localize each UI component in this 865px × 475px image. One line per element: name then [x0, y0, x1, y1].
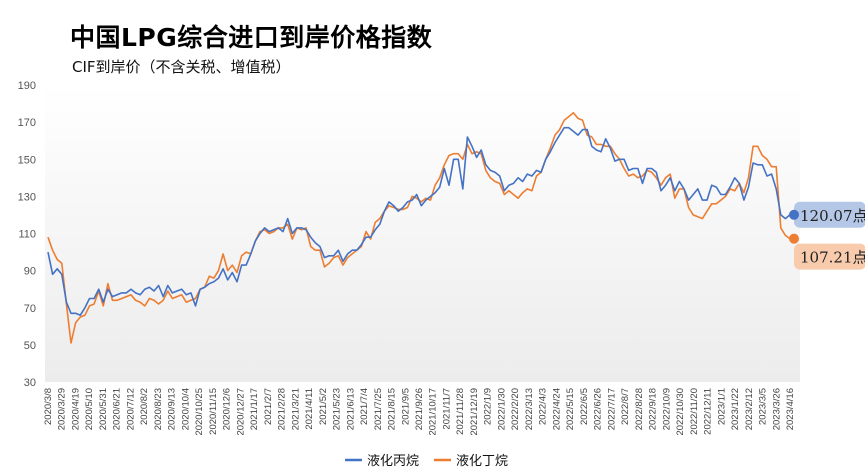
x-tick-label: 2022/8/7	[620, 388, 631, 425]
x-tick-label: 2020/10/25	[194, 388, 205, 436]
chart-subtitle: CIF到岸价（不含关税、增值税）	[72, 58, 291, 76]
y-tick-label: 190	[18, 80, 36, 92]
chart-title: 中国LPG综合进口到岸价格指数	[70, 23, 433, 52]
x-tick-label: 2022/8/28	[634, 388, 645, 430]
x-tick-label: 2022/4/24	[551, 388, 562, 430]
x-tick-label: 2020/11/15	[208, 388, 219, 435]
x-tick-label: 2022/12/11	[703, 388, 714, 435]
x-tick-label: 2022/1/30	[496, 388, 507, 430]
x-tick-label: 2020/8/23	[153, 388, 164, 430]
y-tick-label: 130	[18, 191, 36, 203]
x-tick-label: 2021/7/4	[359, 388, 370, 425]
end-point-0	[789, 209, 799, 220]
x-tick-label: 2022/2/20	[510, 388, 521, 430]
end-label-0: 120.07点	[800, 207, 865, 225]
end-label-box-1	[794, 243, 865, 270]
x-tick-label: 2021/1/17	[249, 388, 260, 430]
x-tick-label: 2020/12/6	[222, 388, 233, 430]
legend: 液化丙烷 液化丁烷	[345, 454, 508, 469]
x-tick-label: 2021/2/28	[277, 388, 288, 430]
x-tick-label: 2020/5/10	[84, 388, 95, 430]
x-tick-label: 2022/7/17	[606, 388, 617, 430]
x-tick-label: 2023/1/22	[730, 388, 741, 430]
x-tick-label: 2022/5/15	[565, 388, 576, 430]
x-tick-label: 2021/12/19	[469, 388, 480, 436]
x-tick-label: 2022/10/30	[675, 388, 686, 436]
x-tick-label: 2021/8/15	[387, 388, 398, 430]
x-tick-label: 2022/3/13	[524, 388, 535, 430]
plot-area	[45, 85, 800, 382]
x-tick-label: 2020/12/27	[235, 388, 246, 436]
x-tick-label: 2020/8/2	[139, 388, 150, 425]
x-axis: 2020/3/8 2020/3/29 2020/4/19 2020/5/10 2020/…	[43, 388, 796, 436]
x-tick-label: 2023/4/16	[785, 388, 796, 430]
x-tick-label: 2022/10/9	[661, 388, 672, 430]
x-tick-label: 2020/3/8	[43, 388, 54, 425]
legend-label-butane: 液化丁烷	[456, 454, 508, 469]
x-tick-label: 2020/3/29	[57, 388, 68, 430]
y-tick-label: 170	[18, 117, 36, 129]
x-tick-label: 2021/11/28	[455, 388, 466, 435]
x-tick-label: 2021/5/23	[332, 388, 343, 430]
x-tick-label: 2022/11/20	[689, 388, 700, 435]
x-tick-label: 2022/1/9	[483, 388, 494, 425]
x-tick-label: 2022/4/3	[538, 388, 549, 425]
x-tick-label: 2021/7/25	[373, 388, 384, 430]
y-axis: 30 50 70 90 110 130 150 170 190	[18, 80, 36, 389]
y-tick-label: 70	[24, 303, 36, 315]
x-tick-label: 2020/4/19	[70, 388, 81, 430]
x-tick-label: 2021/9/5	[400, 388, 411, 425]
x-tick-label: 2020/5/31	[98, 388, 109, 430]
x-tick-label: 2022/9/18	[648, 388, 659, 430]
x-tick-label: 2023/3/5	[758, 388, 769, 425]
end-label-box-0	[794, 201, 865, 228]
x-tick-label: 2021/5/2	[318, 388, 329, 425]
y-tick-label: 50	[24, 340, 36, 352]
x-tick-label: 2023/1/1	[716, 388, 727, 425]
y-tick-label: 110	[18, 229, 36, 241]
legend-label-propane: 液化丙烷	[367, 454, 419, 469]
x-tick-label: 2020/7/12	[125, 388, 136, 430]
y-tick-label: 30	[24, 377, 36, 389]
x-tick-label: 2021/4/11	[304, 388, 315, 430]
series-line-0	[47, 126, 791, 317]
y-tick-label: 90	[24, 266, 36, 278]
end-point-1	[789, 233, 799, 244]
y-tick-label: 150	[18, 154, 36, 166]
x-tick-label: 2023/3/26	[771, 388, 782, 430]
x-tick-label: 2021/9/26	[414, 388, 425, 430]
x-tick-label: 2021/10/17	[428, 388, 439, 436]
x-tick-label: 2021/3/21	[290, 388, 301, 430]
x-tick-label: 2022/6/26	[593, 388, 604, 430]
end-label-1: 107.21点	[800, 249, 865, 267]
x-tick-label: 2022/6/5	[579, 388, 590, 425]
x-tick-label: 2021/11/7	[441, 388, 452, 430]
x-tick-label: 2021/2/7	[263, 388, 274, 425]
series-layer	[47, 112, 791, 344]
x-tick-label: 2021/6/13	[345, 388, 356, 430]
x-tick-label: 2023/2/12	[744, 388, 755, 430]
x-tick-label: 2020/6/21	[112, 388, 123, 430]
end-labels: 120.07点 107.21点	[789, 201, 865, 270]
x-tick-label: 2020/9/13	[167, 388, 178, 430]
x-tick-label: 2020/10/4	[180, 388, 191, 430]
